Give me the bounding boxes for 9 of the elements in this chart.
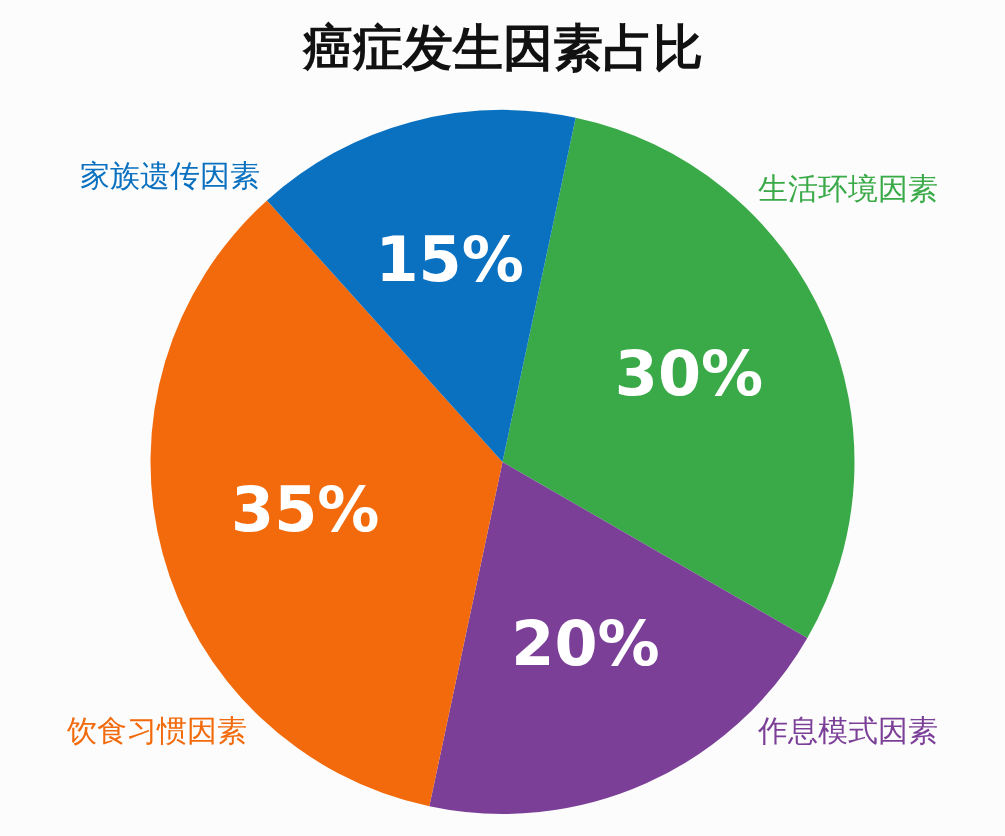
slice-label: 家族遗传因素 — [80, 157, 261, 193]
data-label: 30% — [614, 337, 764, 411]
slice-label: 生活环境因素 — [758, 170, 939, 206]
chart-title: 癌症发生因素占比 — [301, 18, 703, 77]
data-label: 20% — [511, 606, 660, 680]
slice-label: 作息模式因素 — [757, 712, 939, 748]
data-label: 15% — [375, 222, 524, 296]
slice-label: 饮食习惯因素 — [65, 712, 247, 748]
data-label: 35% — [231, 472, 380, 546]
